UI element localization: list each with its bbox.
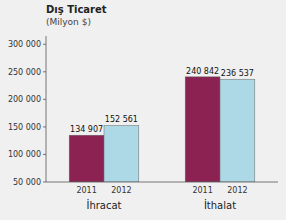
data-label: 134 907 bbox=[70, 125, 103, 134]
x-tick-label: 2011 bbox=[192, 186, 212, 195]
x-tick-label: 2012 bbox=[111, 186, 131, 195]
bars bbox=[69, 77, 255, 182]
tick-label: 150 000 bbox=[8, 123, 41, 132]
x-tick-label: 2012 bbox=[227, 186, 247, 195]
x-tick-label: 2011 bbox=[76, 186, 96, 195]
tick-label: 250 000 bbox=[8, 68, 41, 77]
title: Dış Ticaret bbox=[46, 4, 107, 15]
tick-mark bbox=[43, 182, 46, 183]
tick-label: 100 000 bbox=[8, 150, 41, 159]
tick-mark bbox=[43, 99, 46, 100]
data-label: 240 842 bbox=[186, 67, 219, 76]
y-axis: 50 000 100 000 150 000 200 000 250 000 300 00… bbox=[8, 40, 46, 187]
y-axis-line bbox=[46, 36, 47, 182]
group-label: İthalat bbox=[204, 199, 236, 211]
group-label: İhracat bbox=[86, 199, 121, 211]
tick-label: 200 000 bbox=[8, 95, 41, 104]
data-label: 236 537 bbox=[221, 69, 254, 78]
subtitle: (Milyon $) bbox=[46, 17, 91, 27]
data-label: 152 561 bbox=[105, 115, 138, 124]
tick-mark bbox=[43, 71, 46, 72]
x-axis-line bbox=[46, 182, 278, 183]
tick-label: 50 000 bbox=[13, 178, 41, 187]
bar bbox=[220, 79, 255, 182]
chart: Dış Ticaret (Milyon $) 50 000 100 000 150 00… bbox=[0, 0, 286, 220]
bar bbox=[104, 125, 139, 182]
background bbox=[0, 0, 286, 220]
tick-mark bbox=[43, 126, 46, 127]
tick-mark bbox=[43, 44, 46, 45]
bar bbox=[69, 135, 104, 182]
labels: 134 907 2011 152 561 2012 İhracat 240 842 2011… bbox=[70, 67, 254, 211]
tick-label: 300 000 bbox=[8, 40, 41, 49]
bar bbox=[185, 77, 220, 182]
tick-mark bbox=[43, 154, 46, 155]
